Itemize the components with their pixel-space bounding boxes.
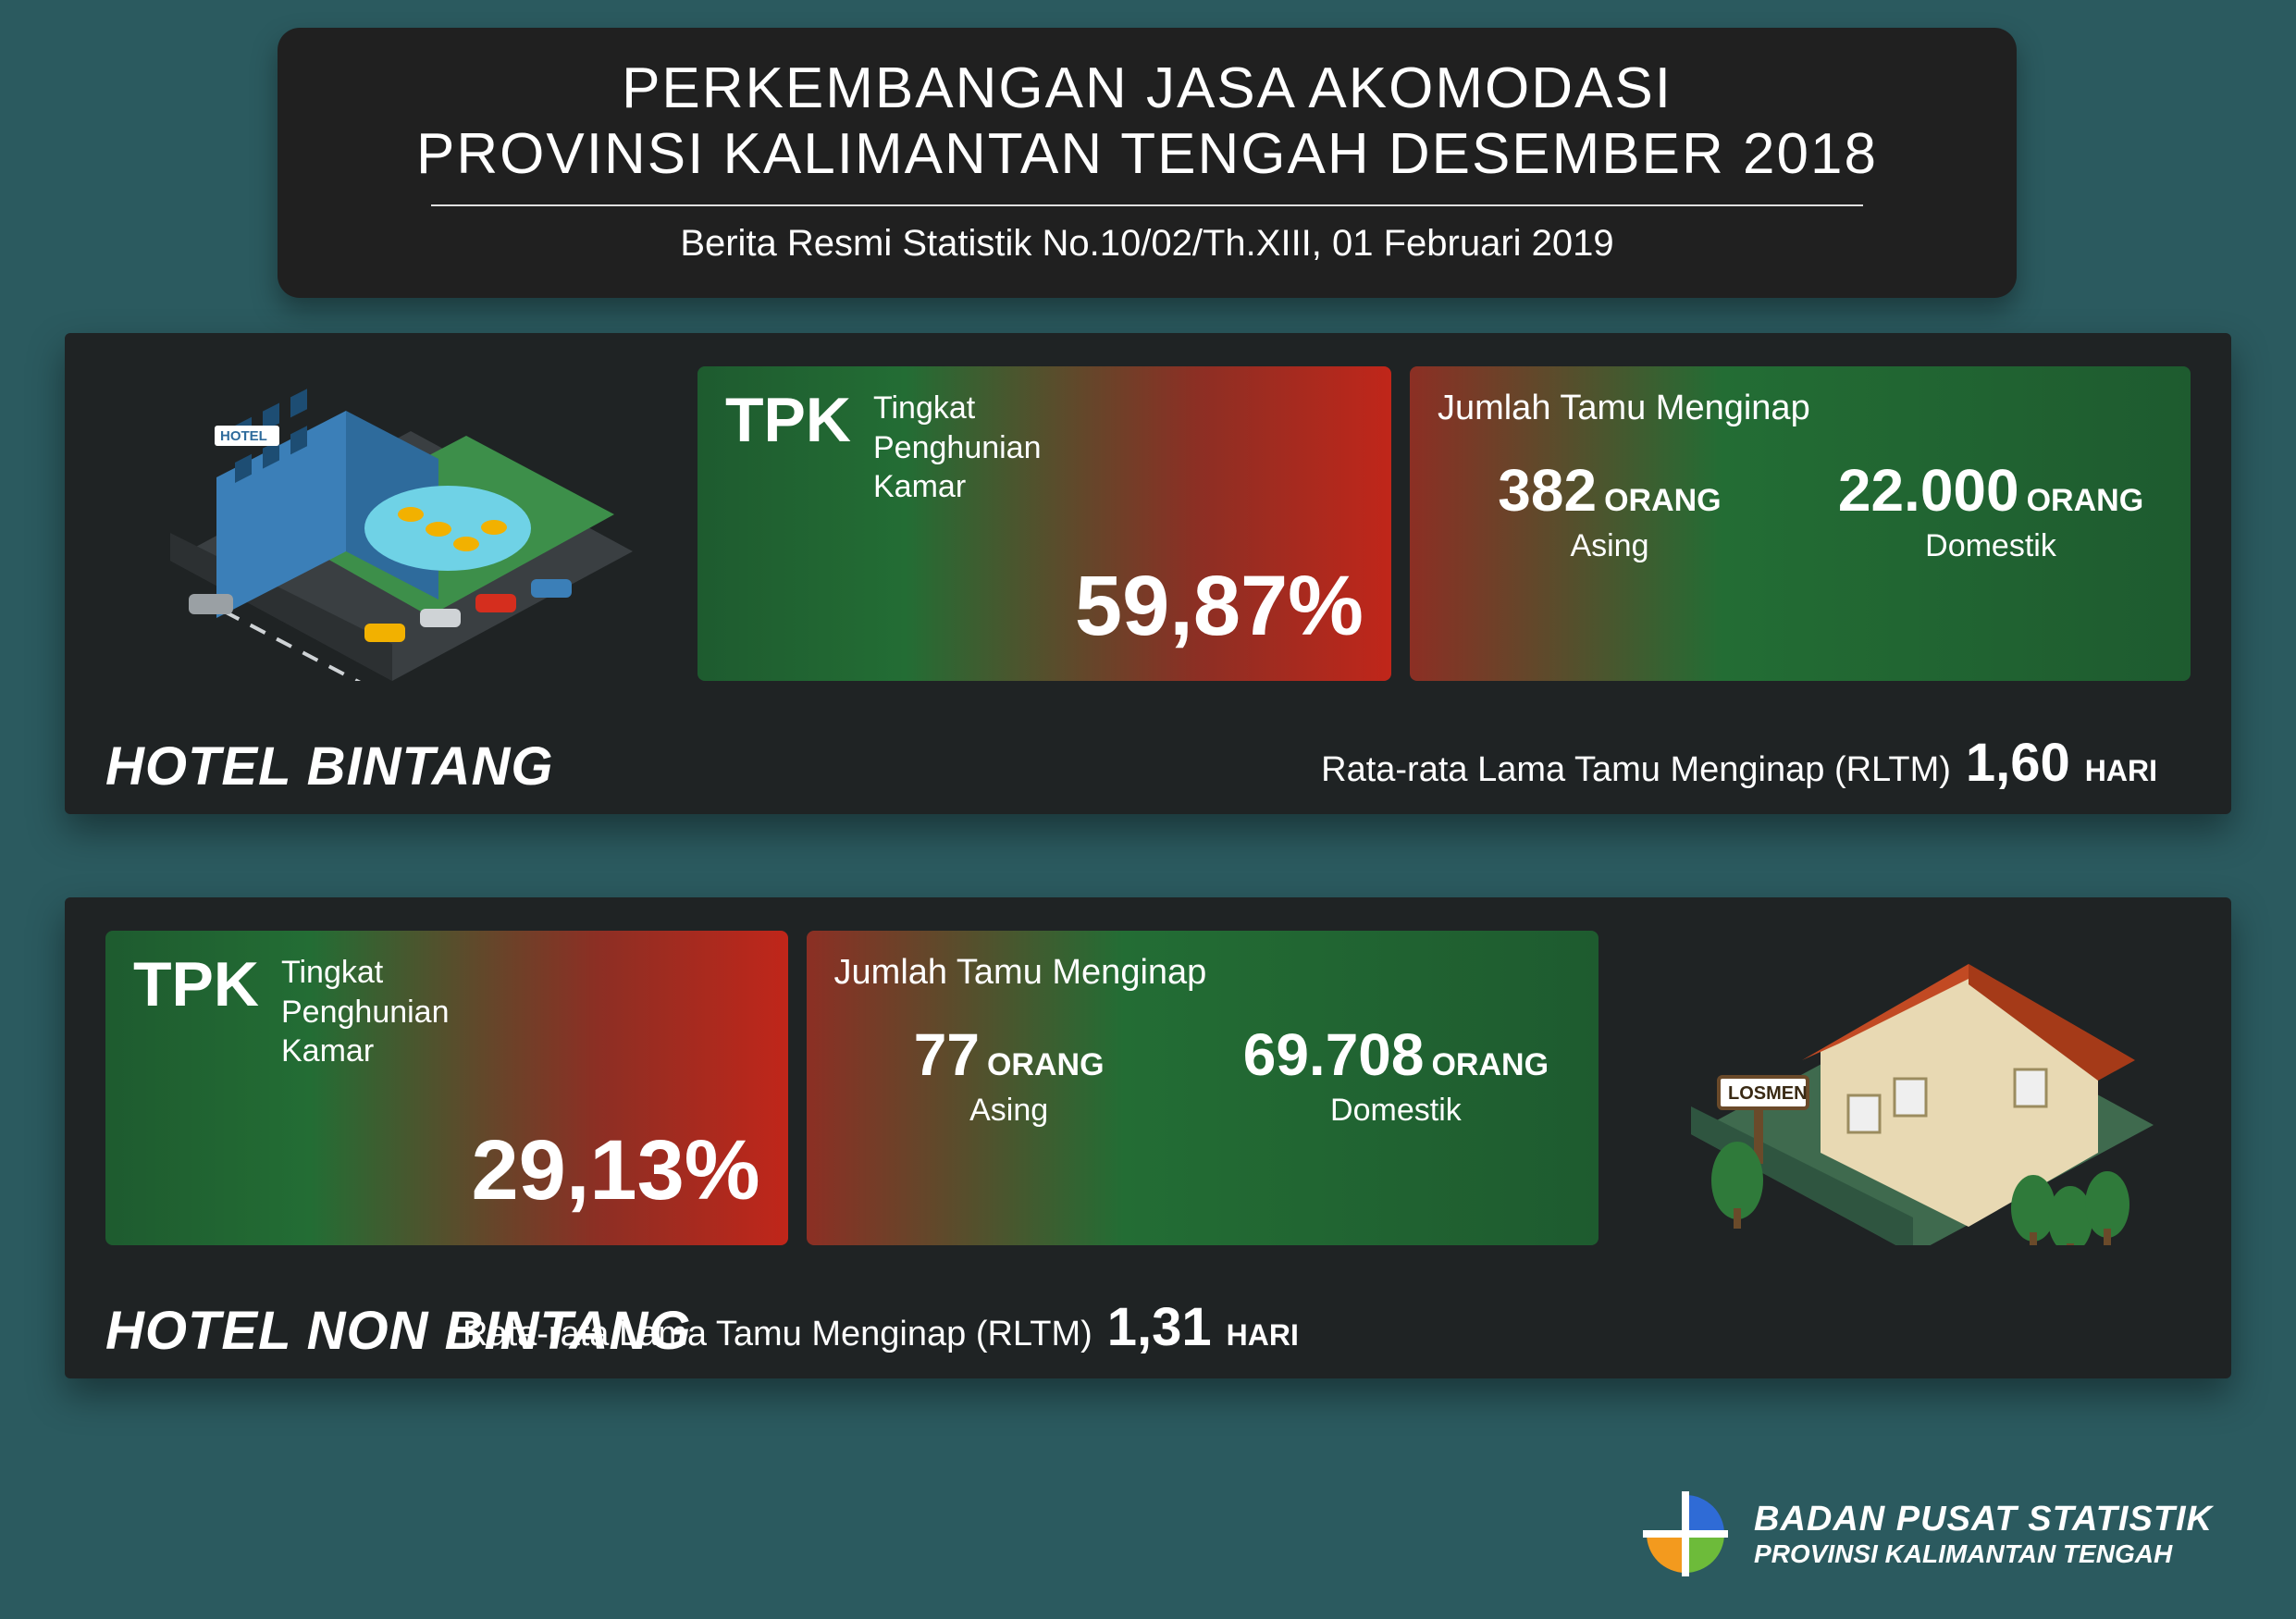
hotel-illustration: HOTEL [105,366,679,681]
guest-domestic-value: 22.000 [1838,457,2019,524]
tpk-tag: TPK [133,953,259,1016]
tpk-tag: TPK [725,389,851,451]
section-label-bintang: HOTEL BINTANG [105,735,554,797]
tpk-panel-nonbintang: TPK Tingkat Penghunian Kamar 29,13% [105,931,788,1245]
guests-title: Jumlah Tamu Menginap [834,953,1571,993]
footer: BADAN PUSAT STATISTIK PROVINSI KALIMANTA… [1639,1488,2213,1580]
guest-domestic: 69.708ORANG Domestik [1221,1020,1571,1129]
guest-foreign-value: 77 [914,1021,980,1088]
guest-foreign: 382ORANG Asing [1438,456,1782,564]
guests-panel-nonbintang: Jumlah Tamu Menginap 77ORANG Asing 69.70… [807,931,1599,1245]
rltm-value: 1,60 [1966,732,2070,794]
tpk-value: 29,13% [472,1122,760,1219]
bps-logo-icon [1639,1488,1732,1580]
guest-foreign: 77ORANG Asing [834,1020,1184,1129]
guest-foreign-unit: ORANG [987,1047,1105,1082]
row-bintang: HOTEL [105,366,2191,681]
guests-panel-bintang: Jumlah Tamu Menginap 382ORANG Asing 22.0… [1410,366,2191,681]
guests-cols: 382ORANG Asing 22.000ORANG Domestik [1438,456,2163,564]
hotel-icon: HOTEL [133,366,651,681]
guests-cols: 77ORANG Asing 69.708ORANG Domestik [834,1020,1571,1129]
footer-line1: BADAN PUSAT STATISTIK [1754,1500,2213,1539]
title-divider [431,204,1864,206]
title-panel: PERKEMBANGAN JASA AKOMODASI PROVINSI KAL… [278,28,2017,298]
guest-domestic-value: 69.708 [1243,1021,1425,1088]
guest-domestic-unit: ORANG [2027,483,2144,518]
tpk-desc: Tingkat Penghunian Kamar [873,389,1042,507]
section-hotel-bintang: HOTEL [65,333,2231,814]
tpk-desc: Tingkat Penghunian Kamar [281,953,450,1071]
subtitle: Berita Resmi Statistik No.10/02/Th.XIII,… [333,223,1961,265]
section-label-nonbintang: HOTEL NON BINTANG [105,1300,692,1362]
losmen-illustration: LOSMEN [1617,931,2191,1245]
rltm-bintang: Rata-rata Lama Tamu Menginap (RLTM) 1,60… [1321,732,2157,794]
rltm-unit: HARI [1227,1318,1299,1353]
row-nonbintang: TPK Tingkat Penghunian Kamar 29,13% Juml… [105,931,2191,1245]
guest-domestic-cat: Domestik [1221,1093,1571,1129]
section-hotel-nonbintang: TPK Tingkat Penghunian Kamar 29,13% Juml… [65,897,2231,1378]
guest-domestic-unit: ORANG [1431,1047,1549,1082]
hotel-sign-text: HOTEL [220,428,267,444]
footer-line2: PROVINSI KALIMANTAN TENGAH [1754,1539,2213,1569]
guest-foreign-cat: Asing [834,1093,1184,1129]
tpk-panel-bintang: TPK Tingkat Penghunian Kamar 59,87% [697,366,1391,681]
footer-text: BADAN PUSAT STATISTIK PROVINSI KALIMANTA… [1754,1500,2213,1569]
rltm-label: Rata-rata Lama Tamu Menginap (RLTM) [1321,750,1951,790]
tpk-value: 59,87% [1075,558,1364,655]
guest-foreign-unit: ORANG [1604,483,1722,518]
guest-foreign-value: 382 [1498,457,1597,524]
losmen-sign-text: LOSMEN [1728,1083,1808,1104]
guest-foreign-cat: Asing [1438,528,1782,564]
title-line-2: PROVINSI KALIMANTAN TENGAH DESEMBER 2018 [333,121,1961,187]
rltm-value: 1,31 [1107,1296,1212,1358]
title-line-1: PERKEMBANGAN JASA AKOMODASI [333,56,1961,121]
guest-domestic: 22.000ORANG Domestik [1819,456,2163,564]
guest-domestic-cat: Domestik [1819,528,2163,564]
guests-title: Jumlah Tamu Menginap [1438,389,2163,428]
losmen-icon: LOSMEN [1636,931,2172,1245]
rltm-unit: HARI [2085,754,2157,788]
